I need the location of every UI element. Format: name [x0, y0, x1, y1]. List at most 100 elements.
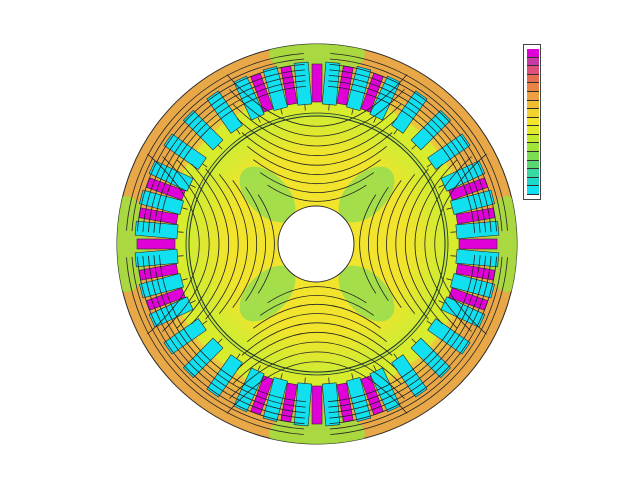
stator-slot — [321, 61, 341, 111]
legend-swatch — [527, 66, 539, 75]
flux-line — [245, 186, 266, 302]
flux-line — [147, 153, 200, 335]
rotor-patch — [239, 265, 296, 322]
flux-line — [329, 69, 492, 232]
stator-slot — [450, 220, 500, 240]
flux-line — [232, 180, 257, 308]
legend-swatch — [527, 126, 539, 135]
flux-line — [329, 58, 503, 232]
flux-line — [329, 64, 497, 232]
stator-slot — [134, 248, 184, 268]
flux-line — [253, 304, 381, 329]
flux-line — [137, 64, 305, 232]
legend-swatch — [527, 100, 539, 110]
stator-slot — [139, 189, 188, 215]
flux-line — [226, 74, 408, 127]
flux-line — [414, 159, 458, 329]
flux-line — [327, 254, 475, 402]
flux-line — [330, 257, 508, 435]
stator-slot — [410, 337, 452, 379]
flux-line — [329, 256, 497, 424]
legend-swatch — [527, 160, 539, 170]
legend-swatch — [527, 117, 539, 127]
flux-line — [126, 257, 304, 435]
flux-line — [236, 332, 398, 370]
flux-line — [191, 163, 229, 325]
flux-line — [153, 255, 306, 408]
flux-line — [148, 75, 306, 233]
flux-line — [247, 313, 387, 343]
flux-line — [142, 256, 305, 419]
legend-swatch — [527, 49, 539, 58]
legend-swatch — [527, 109, 539, 118]
legend-swatch — [527, 91, 539, 101]
legend-swatch — [527, 152, 539, 161]
flux-line — [159, 254, 307, 402]
flux-line — [241, 322, 393, 356]
flux-line — [205, 168, 239, 320]
flux-line — [218, 174, 248, 314]
stator-slot — [346, 66, 372, 115]
stator-slot — [293, 61, 313, 111]
conductor — [136, 238, 176, 250]
legend-swatch — [527, 57, 539, 67]
stator-slot — [410, 109, 452, 151]
flux-line — [329, 256, 492, 419]
yoke-patch — [269, 44, 365, 76]
yoke-patch — [269, 412, 365, 444]
legend-swatch — [527, 134, 539, 144]
flux-line — [176, 159, 220, 329]
legend-swatch — [527, 143, 539, 153]
conductor — [311, 385, 323, 425]
yoke-patch — [485, 196, 517, 292]
flux-line — [236, 118, 398, 156]
flux-line — [126, 53, 304, 231]
flux-line — [359, 194, 377, 294]
flux-line — [328, 255, 486, 413]
flux-line — [267, 184, 367, 202]
flux-line — [153, 80, 306, 233]
flux-line — [328, 80, 481, 233]
stator-slot — [446, 273, 495, 299]
stator-slot — [293, 377, 313, 427]
flux-line — [131, 58, 305, 232]
conductor — [311, 63, 323, 103]
flux-line — [327, 86, 475, 234]
flux-line — [328, 75, 486, 233]
flux-line — [259, 295, 375, 316]
stator-slot — [321, 377, 341, 427]
flux-line — [377, 180, 402, 308]
rotor-low-field — [239, 166, 395, 322]
stator-slot — [446, 189, 495, 215]
legend-swatch — [527, 83, 539, 92]
flux-line — [330, 53, 508, 231]
flux-line — [142, 69, 305, 232]
stator-slot — [134, 220, 184, 240]
legend-swatch — [527, 74, 539, 84]
flux-line — [259, 172, 375, 194]
flux-line — [232, 341, 402, 385]
flux-line — [131, 256, 305, 430]
rotor-patch — [338, 166, 395, 223]
stator-slot — [139, 273, 188, 299]
flux-line — [229, 351, 405, 399]
flux-line — [148, 255, 306, 413]
flux-line — [386, 174, 416, 314]
flux-line — [137, 256, 305, 424]
flux-lines — [126, 53, 508, 435]
flux-line — [257, 194, 275, 294]
flux-line — [226, 361, 408, 414]
flux-line — [424, 156, 472, 332]
flux-line — [232, 103, 402, 147]
flux-line — [241, 132, 393, 166]
legend-swatch — [527, 186, 539, 195]
flux-line — [247, 145, 387, 175]
flux-line — [267, 286, 367, 304]
shaft — [277, 205, 355, 283]
flux-line — [434, 153, 487, 335]
flux-line — [328, 255, 481, 408]
legend-swatch — [527, 169, 539, 178]
rotor-patch — [239, 166, 296, 223]
stator-yoke-low-field — [117, 44, 517, 444]
conductor — [458, 238, 498, 250]
